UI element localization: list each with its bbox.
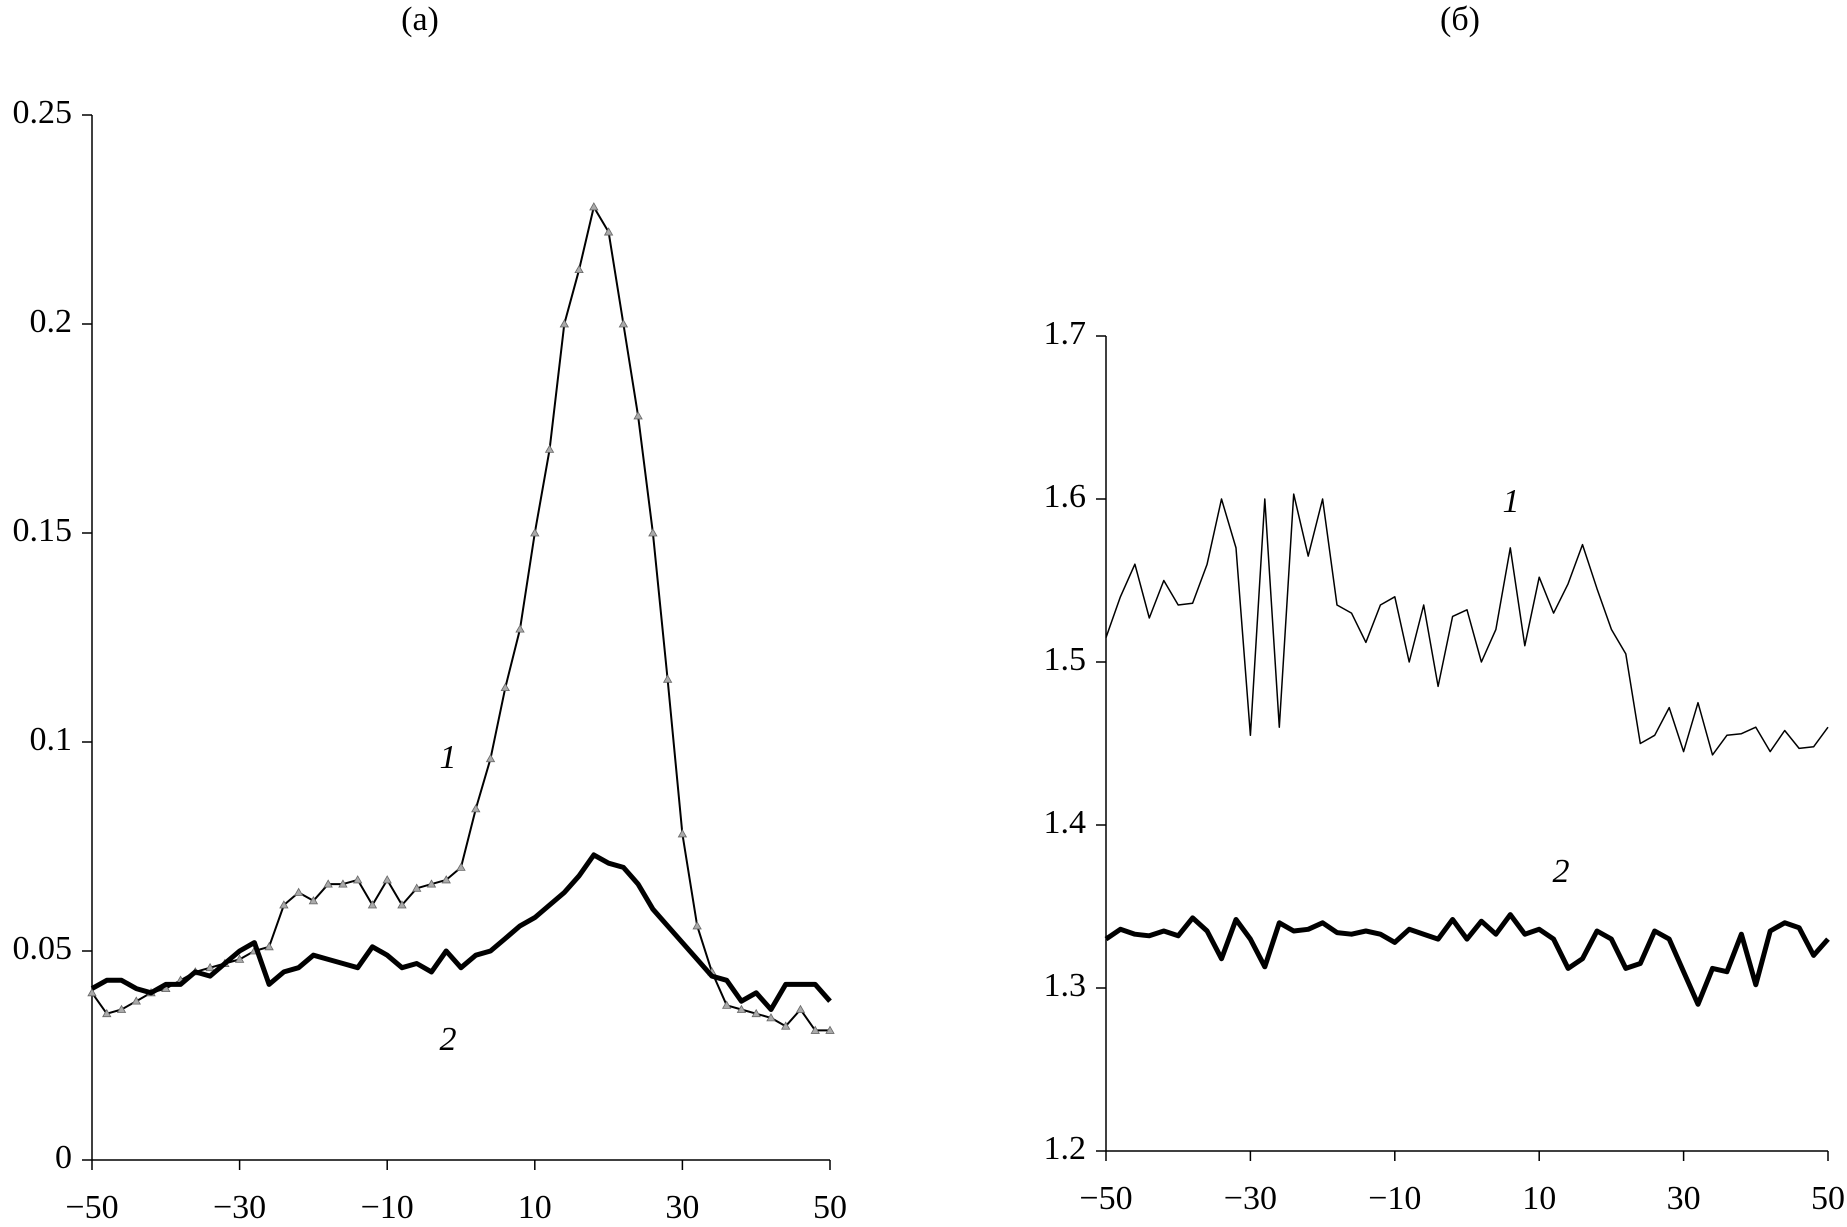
marker — [382, 875, 392, 884]
marker — [766, 1013, 776, 1022]
marker — [530, 528, 540, 537]
marker — [781, 1021, 791, 1030]
x-tick-label: −50 — [65, 1189, 118, 1226]
marker — [662, 674, 673, 683]
series-line — [1105, 493, 1829, 756]
x-tick-label: −50 — [1079, 1180, 1132, 1217]
marker — [751, 1008, 761, 1018]
x-tick-label: 30 — [665, 1189, 699, 1226]
series-label: 2 — [1553, 853, 1570, 890]
x-tick-label: 10 — [518, 1189, 552, 1226]
marker — [618, 319, 629, 328]
y-tick-label: 1.5 — [1044, 641, 1087, 678]
marker — [692, 921, 702, 930]
x-tick-label: 50 — [813, 1189, 847, 1226]
marker — [500, 682, 510, 692]
series-label: 1 — [1503, 483, 1520, 520]
marker — [293, 887, 304, 896]
y-tick-label: 1.6 — [1044, 478, 1087, 515]
marker — [131, 996, 141, 1005]
y-tick-label: 0.15 — [13, 512, 73, 549]
marker — [721, 1000, 732, 1009]
marker — [471, 804, 481, 813]
y-tick-label: 1.4 — [1044, 804, 1087, 841]
marker — [352, 875, 363, 884]
marker — [264, 942, 274, 951]
x-tick-label: 50 — [1811, 1180, 1845, 1217]
marker — [205, 962, 215, 972]
series-line — [91, 206, 830, 1032]
panel-title: (a) — [401, 1, 439, 38]
marker — [795, 1004, 806, 1013]
x-tick-label: 10 — [1522, 1180, 1556, 1217]
marker — [412, 883, 422, 892]
marker — [515, 624, 525, 633]
x-tick-label: −10 — [361, 1189, 414, 1226]
marker — [397, 900, 407, 909]
y-tick-label: 1.2 — [1044, 1130, 1087, 1167]
marker — [648, 528, 658, 537]
marker — [87, 987, 97, 997]
x-tick-label: −10 — [1368, 1180, 1421, 1217]
marker — [559, 319, 570, 328]
y-tick-label: 0.05 — [13, 930, 73, 967]
marker — [102, 1008, 112, 1018]
y-tick-label: 1.7 — [1044, 315, 1087, 352]
marker — [338, 879, 348, 888]
y-tick-label: 0.1 — [30, 721, 73, 758]
marker — [574, 264, 584, 274]
y-tick-label: 0.25 — [13, 94, 73, 131]
panel-title: (б) — [1440, 1, 1480, 38]
x-tick-label: 30 — [1667, 1180, 1701, 1217]
marker — [544, 444, 555, 453]
series-line — [1104, 912, 1830, 1007]
marker — [677, 829, 688, 838]
y-tick-label: 0 — [55, 1139, 72, 1176]
marker — [426, 879, 437, 888]
y-tick-label: 1.3 — [1044, 967, 1087, 1004]
marker — [736, 1004, 747, 1013]
marker — [279, 900, 289, 909]
marker — [234, 954, 245, 963]
marker — [810, 1025, 820, 1034]
marker — [456, 862, 466, 871]
marker — [589, 202, 599, 211]
x-tick-label: −30 — [213, 1189, 266, 1226]
marker — [308, 896, 319, 905]
marker — [323, 879, 333, 888]
y-tick-label: 0.2 — [30, 303, 73, 340]
marker — [367, 900, 378, 909]
marker — [633, 411, 643, 420]
marker — [441, 875, 451, 884]
series-label: 1 — [440, 739, 457, 776]
marker — [825, 1025, 835, 1034]
series-label: 2 — [440, 1021, 457, 1058]
marker — [603, 227, 614, 236]
marker — [485, 753, 496, 763]
x-tick-label: −30 — [1224, 1180, 1277, 1217]
marker — [116, 1004, 127, 1013]
series-line — [90, 852, 832, 1012]
